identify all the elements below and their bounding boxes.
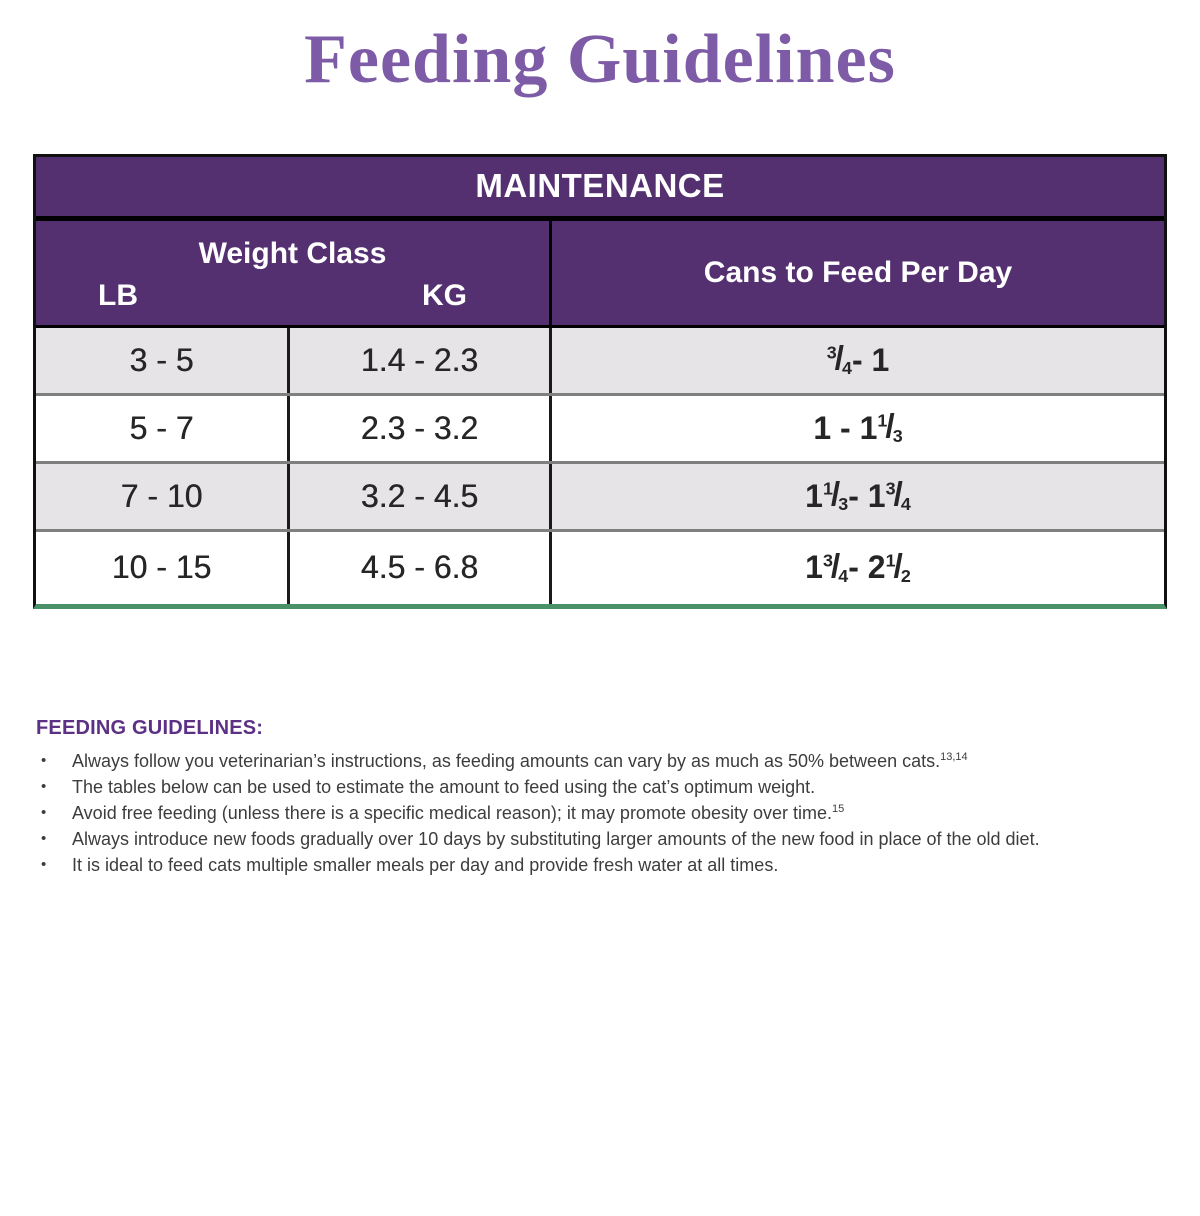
cans-per-day-header-cell: Cans to Feed Per Day (703, 255, 1013, 289)
table-row: 10 - 15 4.5 - 6.8 1 3/4 - 2 1/2 (36, 531, 1164, 604)
guideline-bullet: • The tables below can be used to estimat… (36, 774, 1164, 800)
bullet-text: Avoid free feeding (unless there is a sp… (72, 802, 845, 823)
bullet-text: The tables below can be used to estimate… (72, 776, 816, 797)
kg-value: 1.4 - 2.3 (290, 327, 552, 393)
bullet-text: It is ideal to feed cats multiple smalle… (72, 854, 779, 875)
kg-value: 2.3 - 3.2 (290, 395, 552, 461)
guidelines-list: • Always follow you veterinarian’s instru… (36, 748, 1164, 878)
guideline-bullet: • It is ideal to feed cats multiple small… (36, 852, 1164, 878)
weight-class-header-cell: Weight Class LB KG (36, 220, 552, 325)
lb-value: 3 - 5 (36, 327, 290, 393)
table-row: 7 - 10 3.2 - 4.5 1 1/3 - 1 3/4 (36, 463, 1164, 532)
fraction: 3/4 (822, 547, 849, 586)
fraction: 3/4 (826, 340, 852, 379)
bullet-superscript: 15 (832, 802, 845, 815)
guidelines-heading: FEEDING GUIDELINES: (36, 716, 264, 739)
fraction: 1/3 (877, 408, 903, 447)
bullet-dot: • (41, 829, 47, 847)
cans-value: 1 - 1 1/3 (813, 408, 903, 447)
kg-value: 4.5 - 6.8 (290, 531, 552, 604)
guidelines-section: FEEDING GUIDELINES: • Always follow you v… (36, 717, 1164, 878)
bullet-superscript: 13,14 (940, 750, 968, 763)
lb-column-header: LB (98, 278, 138, 312)
kg-column-header: KG (422, 278, 467, 312)
kg-value: 3.2 - 4.5 (290, 463, 552, 529)
fraction: 1/3 (822, 476, 849, 515)
cans-value: 3/4 - 1 (826, 340, 890, 379)
cans-value: 1 3/4 - 2 1/2 (805, 547, 911, 586)
weight-units-row: LB KG (36, 271, 549, 313)
guideline-bullet: • Always follow you veterinarian’s instru… (36, 748, 1164, 774)
weight-class-label: Weight Class (198, 236, 387, 270)
feeding-guidelines-table: MAINTENANCE Weight Class LB KG Cans to F… (33, 153, 1167, 609)
guideline-bullet: • Always introduce new foods gradually ov… (36, 826, 1164, 852)
table-title-maintenance: MAINTENANCE (36, 156, 1164, 221)
cans-value: 1 1/3 - 1 3/4 (805, 476, 911, 515)
bullet-text: Always introduce new foods gradually ove… (72, 828, 1040, 849)
lb-value: 5 - 7 (36, 395, 290, 461)
fraction: 1/2 (885, 547, 911, 586)
bullet-dot: • (41, 777, 47, 795)
table-header-row: Weight Class LB KG Cans to Feed Per Day (36, 220, 1164, 328)
bullet-dot: • (41, 751, 47, 769)
table-body: 3 - 5 1.4 - 2.3 3/4 - 1 5 - 7 2.3 - 3.2 1 - 1… (36, 327, 1164, 604)
fraction: 3/4 (885, 476, 911, 515)
lb-value: 7 - 10 (36, 463, 290, 529)
page-title: Feeding Guidelines (304, 21, 896, 98)
guideline-bullet: • Avoid free feeding (unless there is a s… (36, 800, 1164, 826)
table-row: 5 - 7 2.3 - 3.2 1 - 1 1/3 (36, 395, 1164, 464)
bullet-dot: • (41, 855, 47, 873)
bullet-dot: • (41, 803, 47, 821)
bullet-text: Always follow you veterinarian’s instruc… (72, 750, 968, 771)
table-row: 3 - 5 1.4 - 2.3 3/4 - 1 (36, 327, 1164, 396)
lb-value: 10 - 15 (36, 531, 290, 604)
